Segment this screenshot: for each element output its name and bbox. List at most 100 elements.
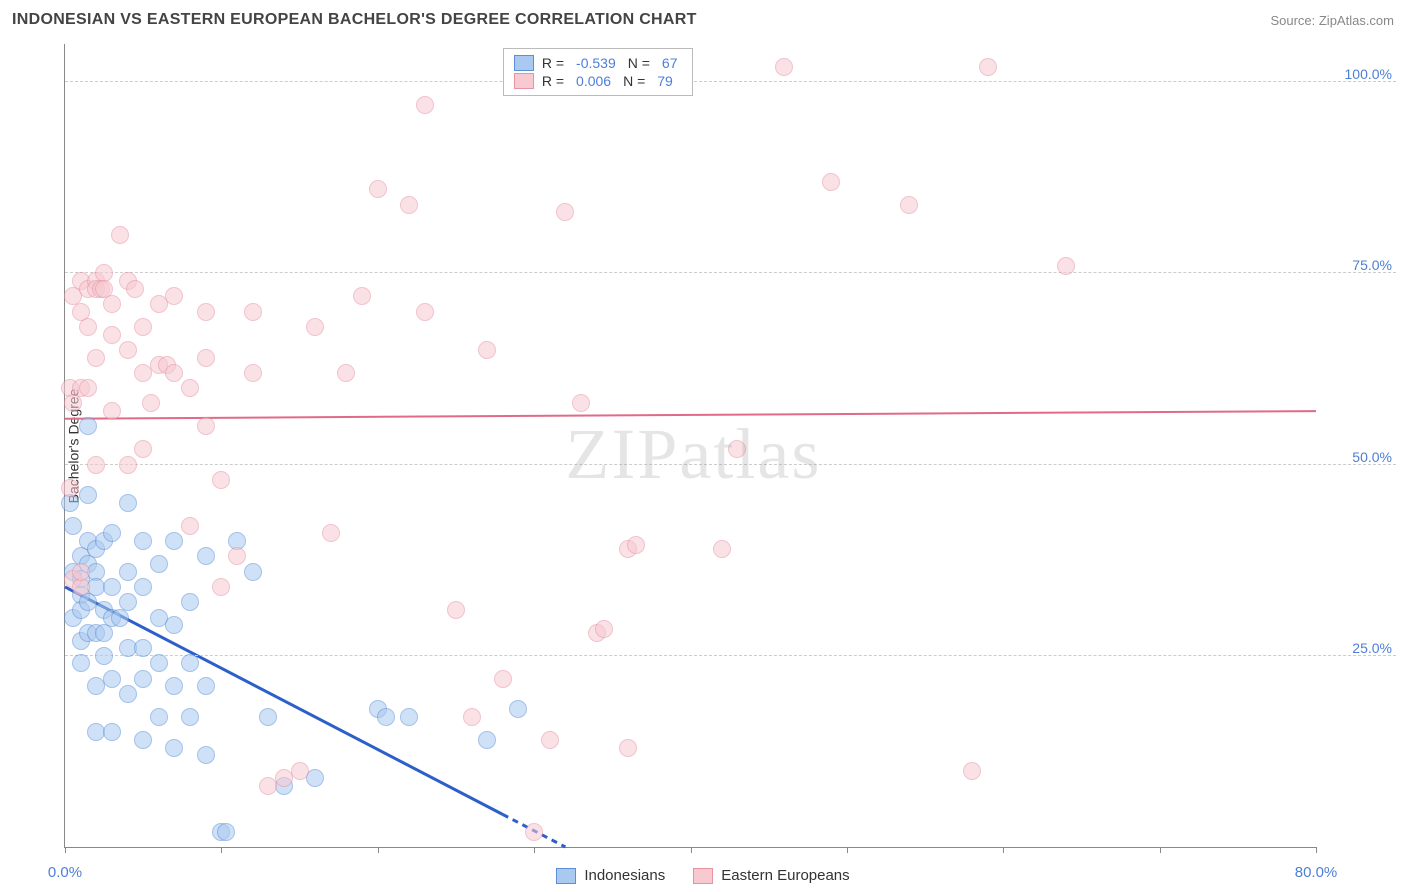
scatter-point-indonesians	[165, 616, 183, 634]
scatter-point-eastern_europeans	[416, 303, 434, 321]
scatter-point-indonesians	[197, 547, 215, 565]
scatter-point-indonesians	[150, 555, 168, 573]
n-label: N =	[623, 73, 645, 89]
scatter-point-eastern_europeans	[478, 341, 496, 359]
scatter-point-eastern_europeans	[306, 318, 324, 336]
xtick	[534, 847, 535, 853]
scatter-point-indonesians	[244, 563, 262, 581]
xtick	[65, 847, 66, 853]
plot-area: ZIPatlas R = -0.539 N = 67 R = 0.006 N =…	[64, 44, 1316, 848]
legend-stats-box: R = -0.539 N = 67 R = 0.006 N = 79	[503, 48, 693, 96]
scatter-point-eastern_europeans	[979, 58, 997, 76]
scatter-point-indonesians	[72, 654, 90, 672]
scatter-point-indonesians	[103, 578, 121, 596]
scatter-point-eastern_europeans	[619, 739, 637, 757]
r-label: R =	[542, 73, 564, 89]
scatter-point-eastern_europeans	[111, 226, 129, 244]
scatter-point-indonesians	[165, 532, 183, 550]
chart-header: INDONESIAN VS EASTERN EUROPEAN BACHELOR'…	[0, 0, 1406, 40]
swatch-eastern-europeans	[693, 868, 713, 884]
scatter-point-eastern_europeans	[337, 364, 355, 382]
scatter-point-eastern_europeans	[197, 417, 215, 435]
scatter-point-eastern_europeans	[119, 341, 137, 359]
scatter-point-eastern_europeans	[197, 303, 215, 321]
scatter-point-indonesians	[165, 739, 183, 757]
scatter-point-eastern_europeans	[181, 379, 199, 397]
xtick	[378, 847, 379, 853]
scatter-point-eastern_europeans	[134, 318, 152, 336]
scatter-point-indonesians	[64, 517, 82, 535]
chart-source: Source: ZipAtlas.com	[1270, 13, 1394, 28]
scatter-point-indonesians	[197, 677, 215, 695]
scatter-point-eastern_europeans	[353, 287, 371, 305]
scatter-point-indonesians	[79, 417, 97, 435]
scatter-point-indonesians	[134, 578, 152, 596]
scatter-point-eastern_europeans	[103, 402, 121, 420]
gridline-h	[65, 272, 1396, 273]
scatter-point-eastern_europeans	[963, 762, 981, 780]
scatter-point-eastern_europeans	[525, 823, 543, 841]
scatter-point-indonesians	[181, 708, 199, 726]
xtick	[221, 847, 222, 853]
xtick	[1003, 847, 1004, 853]
scatter-point-indonesians	[119, 593, 137, 611]
source-prefix: Source:	[1270, 13, 1318, 28]
scatter-point-indonesians	[181, 654, 199, 672]
scatter-point-eastern_europeans	[369, 180, 387, 198]
scatter-point-eastern_europeans	[572, 394, 590, 412]
n-value-1: 79	[657, 73, 673, 89]
scatter-point-indonesians	[217, 823, 235, 841]
scatter-point-eastern_europeans	[61, 479, 79, 497]
scatter-point-eastern_europeans	[556, 203, 574, 221]
scatter-point-eastern_europeans	[900, 196, 918, 214]
scatter-point-indonesians	[197, 746, 215, 764]
scatter-point-eastern_europeans	[713, 540, 731, 558]
scatter-point-indonesians	[79, 486, 97, 504]
scatter-point-eastern_europeans	[822, 173, 840, 191]
scatter-point-indonesians	[150, 654, 168, 672]
trend-lines	[65, 44, 1316, 847]
swatch-eastern-europeans	[514, 73, 534, 89]
ytick-label: 100.0%	[1322, 66, 1392, 82]
scatter-point-indonesians	[150, 708, 168, 726]
scatter-point-eastern_europeans	[134, 440, 152, 458]
scatter-point-eastern_europeans	[212, 578, 230, 596]
n-label: N =	[628, 55, 650, 71]
scatter-point-indonesians	[134, 639, 152, 657]
scatter-point-eastern_europeans	[728, 440, 746, 458]
scatter-point-eastern_europeans	[103, 295, 121, 313]
scatter-point-eastern_europeans	[165, 287, 183, 305]
scatter-point-eastern_europeans	[322, 524, 340, 542]
ytick-label: 25.0%	[1322, 640, 1392, 656]
scatter-point-eastern_europeans	[181, 517, 199, 535]
scatter-point-eastern_europeans	[1057, 257, 1075, 275]
scatter-point-eastern_europeans	[87, 456, 105, 474]
scatter-point-indonesians	[134, 532, 152, 550]
legend-stats-row: R = -0.539 N = 67	[514, 55, 682, 71]
scatter-point-eastern_europeans	[595, 620, 613, 638]
scatter-point-eastern_europeans	[165, 364, 183, 382]
scatter-point-eastern_europeans	[494, 670, 512, 688]
xtick	[847, 847, 848, 853]
scatter-point-eastern_europeans	[775, 58, 793, 76]
scatter-point-indonesians	[181, 593, 199, 611]
scatter-point-indonesians	[95, 647, 113, 665]
ytick-label: 75.0%	[1322, 257, 1392, 273]
scatter-point-eastern_europeans	[119, 456, 137, 474]
scatter-point-eastern_europeans	[126, 280, 144, 298]
scatter-point-indonesians	[134, 670, 152, 688]
scatter-point-indonesians	[119, 685, 137, 703]
scatter-point-eastern_europeans	[228, 547, 246, 565]
scatter-point-eastern_europeans	[79, 379, 97, 397]
scatter-point-indonesians	[400, 708, 418, 726]
scatter-point-eastern_europeans	[212, 471, 230, 489]
scatter-point-indonesians	[119, 563, 137, 581]
scatter-point-eastern_europeans	[400, 196, 418, 214]
legend-label-0: Indonesians	[584, 867, 665, 884]
scatter-point-indonesians	[103, 670, 121, 688]
scatter-point-eastern_europeans	[463, 708, 481, 726]
scatter-point-eastern_europeans	[627, 536, 645, 554]
r-label: R =	[542, 55, 564, 71]
swatch-indonesians	[556, 868, 576, 884]
scatter-point-indonesians	[377, 708, 395, 726]
